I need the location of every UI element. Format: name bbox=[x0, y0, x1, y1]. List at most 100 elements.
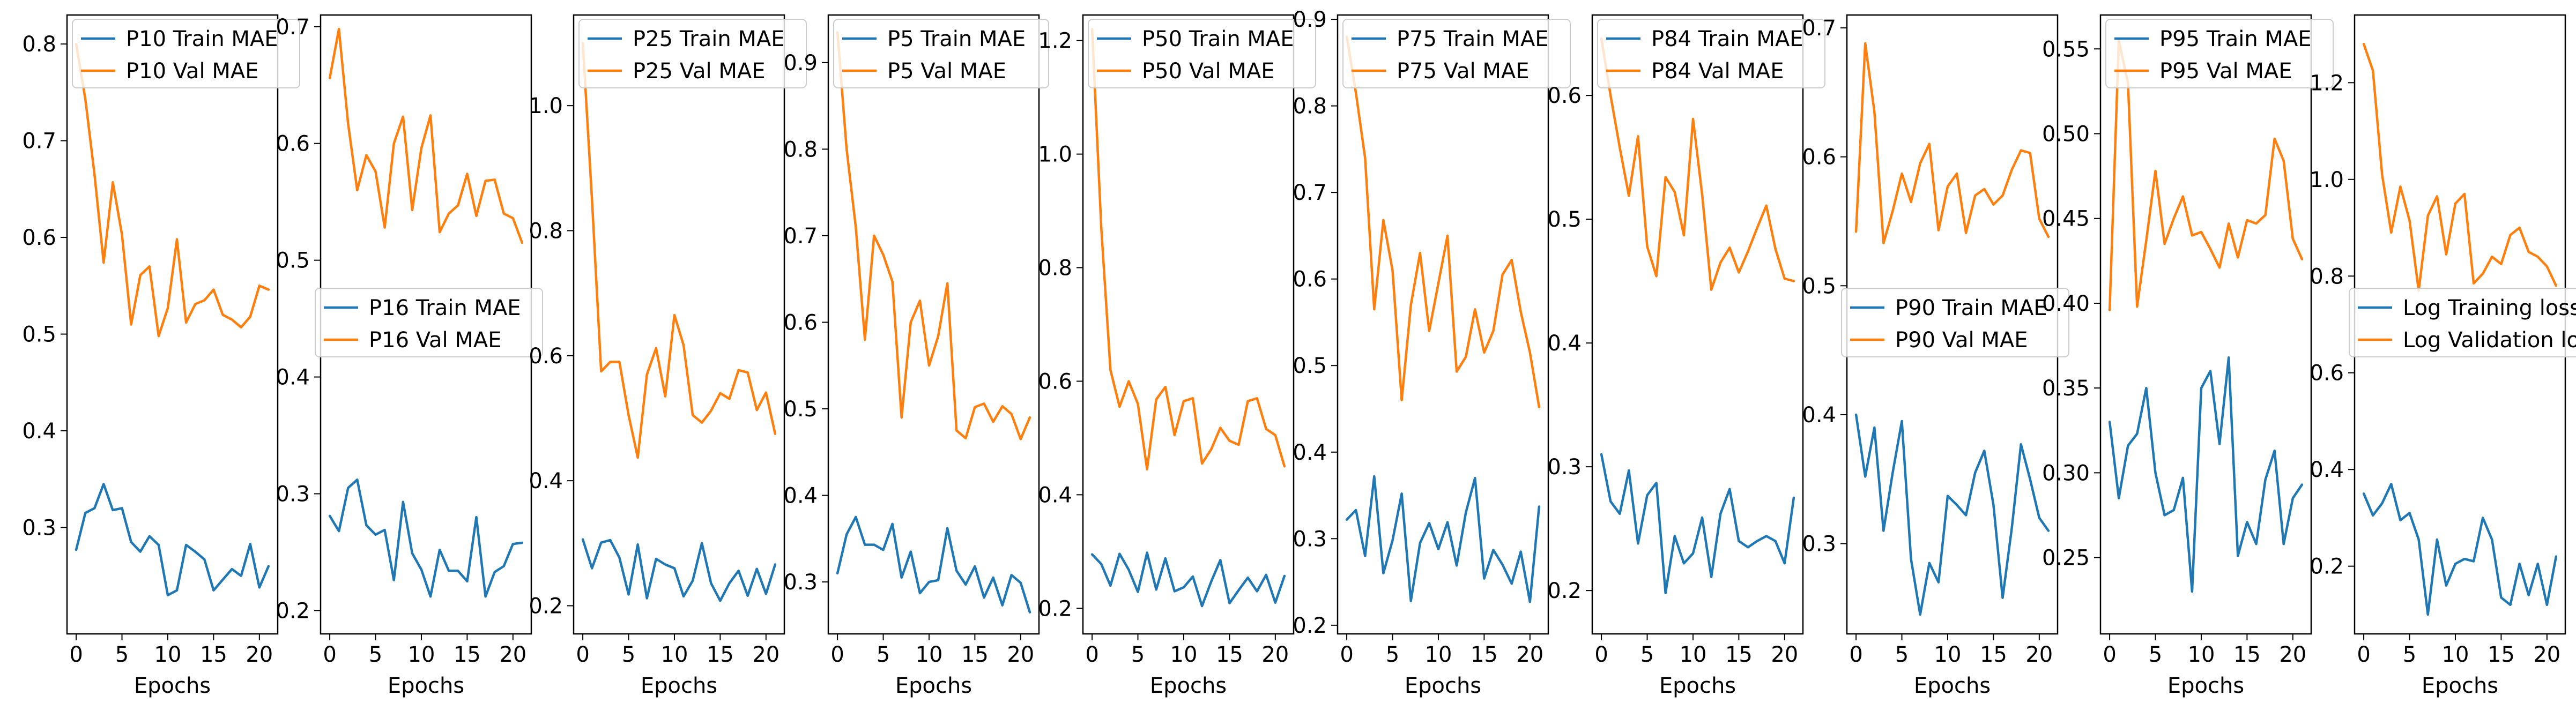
y-tick-label: 0.8 bbox=[783, 137, 818, 162]
x-tick-label: 20 bbox=[1771, 642, 1798, 667]
y-tick-label: 0.4 bbox=[1038, 483, 1072, 507]
x-tick-label: 15 bbox=[1725, 642, 1753, 667]
y-tick-label: 0.6 bbox=[1547, 84, 1582, 108]
y-tick-label: 0.3 bbox=[1293, 527, 1327, 551]
y-tick-label: 0.6 bbox=[276, 132, 310, 156]
x-tick-label: 20 bbox=[2533, 642, 2560, 667]
x-tick-label: 20 bbox=[1007, 642, 1034, 667]
y-tick-label: 0.6 bbox=[2310, 361, 2344, 386]
series-line-train bbox=[1600, 453, 1795, 595]
x-tick-label: 20 bbox=[2025, 642, 2053, 667]
series-line-val bbox=[1854, 42, 2050, 245]
x-axis-label: Epochs bbox=[641, 674, 717, 698]
axes-frame bbox=[573, 14, 785, 635]
y-tick-label: 1.0 bbox=[2310, 168, 2344, 192]
x-tick-label: 10 bbox=[154, 642, 182, 667]
series-line-train bbox=[1345, 475, 1541, 603]
legend: P5 Train MAE P5 Val MAE bbox=[833, 19, 1049, 88]
y-tick-label: 0.2 bbox=[529, 594, 563, 619]
x-axis-label: Epochs bbox=[2422, 674, 2498, 698]
subplot-1: 0 5 10 15 20 0.3 0.4 0.5 0.6 0.7 0.8 Epochs P10 Trai… bbox=[22, 14, 300, 698]
y-tick-label: 0.7 bbox=[1802, 16, 1836, 41]
y-tick-label: 0.30 bbox=[2042, 461, 2090, 485]
y-tick-label: 0.40 bbox=[2042, 291, 2090, 316]
legend-label: Log Validation loss bbox=[2403, 328, 2576, 353]
x-tick-label: 15 bbox=[2233, 642, 2261, 667]
x-tick-label: 15 bbox=[1980, 642, 2007, 667]
x-tick-label: 20 bbox=[2279, 642, 2306, 667]
legend-label: P90 Train MAE bbox=[1895, 296, 2047, 320]
y-tick-label: 0.6 bbox=[783, 310, 818, 335]
x-tick-label: 5 bbox=[2149, 642, 2162, 667]
x-tick-label: 10 bbox=[661, 642, 688, 667]
legend: P16 Train MAE P16 Val MAE bbox=[315, 288, 543, 357]
legend-frame bbox=[1342, 19, 1571, 88]
y-tick-label: 0.4 bbox=[783, 484, 818, 508]
x-tick-label: 0 bbox=[1594, 642, 1608, 667]
y-tick-label: 0.2 bbox=[276, 599, 310, 623]
y-tick-label: 0.45 bbox=[2042, 207, 2090, 231]
y-tick-label: 0.8 bbox=[22, 32, 56, 57]
legend-label: P75 Val MAE bbox=[1397, 59, 1529, 84]
y-tick-label: 0.3 bbox=[22, 515, 56, 540]
axes-frame bbox=[66, 14, 279, 635]
series-line-train bbox=[328, 478, 524, 598]
x-tick-label: 0 bbox=[2103, 642, 2116, 667]
x-tick-label: 0 bbox=[576, 642, 589, 667]
y-tick-label: 0.3 bbox=[783, 570, 818, 595]
x-tick-label: 0 bbox=[1849, 642, 1862, 667]
x-tick-label: 10 bbox=[2442, 642, 2469, 667]
series-line-val bbox=[1090, 28, 1286, 470]
x-tick-label: 15 bbox=[454, 642, 481, 667]
subplot-10: 0 5 10 15 20 0.2 0.4 0.6 0.8 1.0 1.2 Epochs Log Trai… bbox=[2310, 14, 2576, 698]
legend-frame bbox=[1597, 19, 1825, 88]
y-tick-label: 0.8 bbox=[1038, 256, 1072, 281]
legend-label: P25 Val MAE bbox=[633, 59, 765, 84]
x-tick-label: 20 bbox=[499, 642, 526, 667]
x-tick-label: 5 bbox=[115, 642, 129, 667]
x-tick-label: 10 bbox=[408, 642, 435, 667]
legend-label: P90 Val MAE bbox=[1895, 328, 2028, 353]
y-tick-label: 0.5 bbox=[783, 397, 818, 422]
x-tick-label: 10 bbox=[916, 642, 943, 667]
series-line-val bbox=[328, 27, 524, 244]
axes-frame bbox=[2099, 14, 2312, 635]
y-tick-label: 0.4 bbox=[1293, 440, 1327, 465]
legend: P95 Train MAE P95 Val MAE bbox=[2105, 19, 2334, 88]
y-tick-label: 0.8 bbox=[2310, 264, 2344, 289]
x-tick-label: 15 bbox=[707, 642, 734, 667]
legend-frame bbox=[315, 288, 543, 357]
legend-label: P75 Train MAE bbox=[1397, 27, 1549, 51]
x-tick-label: 0 bbox=[1340, 642, 1353, 667]
subplot-5: 0 5 10 15 20 0.2 0.4 0.6 0.8 1.0 1.2 Epochs P50 Trai… bbox=[1038, 14, 1316, 698]
y-tick-label: 0.3 bbox=[1802, 532, 1836, 557]
x-tick-label: 0 bbox=[1085, 642, 1098, 667]
x-axis-label: Epochs bbox=[1914, 674, 1991, 698]
legend-label: P16 Train MAE bbox=[369, 296, 521, 320]
x-tick-label: 20 bbox=[752, 642, 780, 667]
subplot-8: 0 5 10 15 20 0.3 0.4 0.5 0.6 0.7 Epochs P90 Train M… bbox=[1802, 14, 2069, 698]
subplot-3: 0 5 10 15 20 0.2 0.4 0.6 0.8 1.0 Epochs P25 Train M… bbox=[529, 14, 807, 698]
y-tick-label: 0.3 bbox=[276, 482, 310, 506]
x-tick-label: 20 bbox=[246, 642, 273, 667]
legend-label: P50 Val MAE bbox=[1142, 59, 1274, 84]
x-axis-label: Epochs bbox=[1405, 674, 1481, 698]
x-tick-label: 0 bbox=[323, 642, 336, 667]
y-tick-label: 0.5 bbox=[276, 249, 310, 273]
y-tick-label: 0.7 bbox=[22, 129, 56, 154]
legend: P10 Train MAE P10 Val MAE bbox=[72, 19, 300, 88]
x-tick-label: 15 bbox=[1216, 642, 1243, 667]
y-tick-label: 0.6 bbox=[529, 344, 563, 369]
x-tick-label: 0 bbox=[2357, 642, 2370, 667]
legend-label: Log Training loss bbox=[2403, 296, 2576, 320]
x-tick-label: 5 bbox=[877, 642, 890, 667]
x-axis-label: Epochs bbox=[388, 674, 464, 698]
y-tick-label: 0.9 bbox=[1293, 8, 1327, 32]
legend-label: P5 Val MAE bbox=[887, 59, 1006, 84]
y-tick-label: 0.8 bbox=[1293, 94, 1327, 119]
x-tick-label: 10 bbox=[2188, 642, 2215, 667]
y-tick-label: 0.2 bbox=[1038, 596, 1072, 621]
y-tick-label: 0.7 bbox=[1293, 181, 1327, 205]
x-tick-label: 15 bbox=[2488, 642, 2515, 667]
legend-label: P10 Val MAE bbox=[126, 59, 258, 84]
